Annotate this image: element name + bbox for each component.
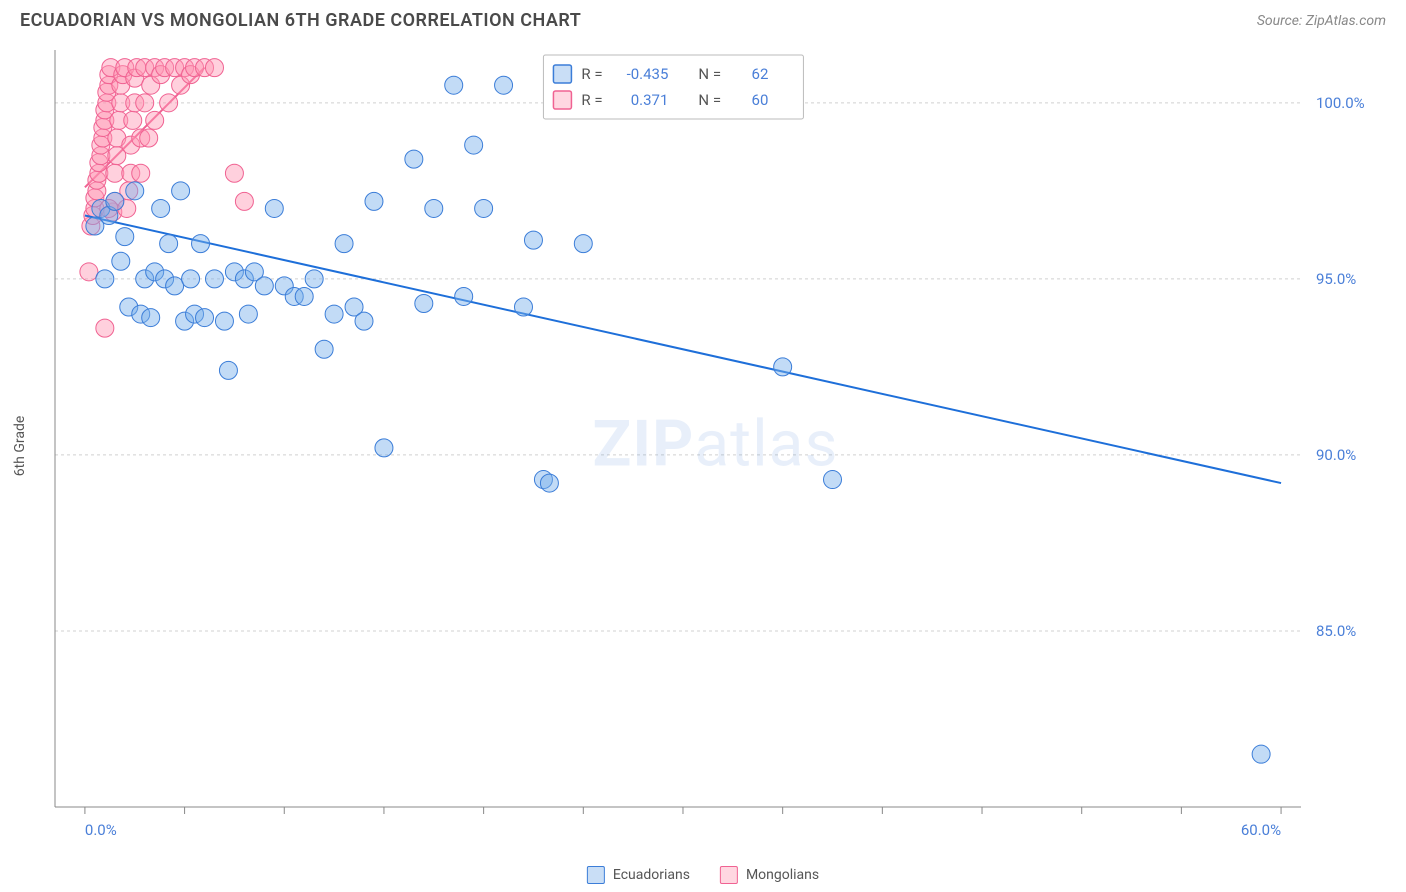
ecuadorians-point (172, 182, 190, 200)
ecuadorians-point (166, 277, 184, 295)
legend-r-value: -0.435 (627, 65, 669, 83)
scatter-chart: 85.0% 90.0% 95.0% 100.0% 0.0% 60.0% R = -0.435 N… (45, 45, 1386, 842)
ecuadorians-point (152, 199, 170, 217)
ecuadorians-point (255, 277, 273, 295)
page-title: ECUADORIAN VS MONGOLIAN 6TH GRADE CORREL… (20, 10, 581, 31)
mongolians-point (136, 94, 154, 112)
ecuadorians-point (524, 231, 542, 249)
ecuadorians-point (824, 471, 842, 489)
ecuadorians-point (192, 235, 210, 253)
mongolians-point (205, 59, 223, 77)
mongolians-point (146, 111, 164, 129)
y-tick-label: 90.0% (1316, 446, 1356, 464)
x-tick-label: 60.0% (1241, 821, 1281, 839)
ecuadorians-point (305, 270, 323, 288)
ecuadorians-point (1252, 745, 1270, 763)
legend-n-label: N = (698, 65, 721, 83)
legend-swatch (553, 65, 571, 83)
ecuadorians-point (196, 309, 214, 327)
mongolians-point (132, 164, 150, 182)
legend-label: Ecuadorians (613, 867, 690, 883)
ecuadorians-point (405, 150, 423, 168)
mongolians-point (160, 94, 178, 112)
legend-r-value: 0.371 (631, 91, 669, 109)
legend-swatch (587, 866, 605, 884)
ecuadorians-point (160, 235, 178, 253)
legend-n-value: 62 (752, 65, 769, 83)
ecuadorians-point (540, 474, 558, 492)
legend-item: Mongolians (720, 866, 819, 884)
ecuadorians-point (425, 199, 443, 217)
mongolians-point (235, 192, 253, 210)
ecuadorians-point (96, 270, 114, 288)
y-tick-label: 85.0% (1316, 622, 1356, 640)
bottom-legend: Ecuadorians Mongolians (587, 866, 819, 884)
ecuadorians-point (205, 270, 223, 288)
ecuadorians-point (112, 252, 130, 270)
ecuadorians-point (219, 361, 237, 379)
legend-r-label: R = (581, 65, 602, 83)
ecuadorians-point (445, 76, 463, 94)
ecuadorians-point (182, 270, 200, 288)
y-tick-label: 95.0% (1316, 270, 1356, 288)
ecuadorians-point (325, 305, 343, 323)
mongolians-point (96, 319, 114, 337)
ecuadorians-point (355, 312, 373, 330)
legend-r-label: R = (581, 91, 602, 109)
ecuadorians-point (774, 358, 792, 376)
mongolians-point (106, 164, 124, 182)
source-label: Source: ZipAtlas.com (1257, 13, 1386, 29)
ecuadorians-point (455, 287, 473, 305)
ecuadorians-point (335, 235, 353, 253)
ecuadorians-point (415, 295, 433, 313)
legend-swatch (720, 866, 738, 884)
mongolians-point (225, 164, 243, 182)
legend-label: Mongolians (746, 867, 819, 883)
ecuadorians-point (265, 199, 283, 217)
mongolians-point (124, 111, 142, 129)
ecuadorians-point (215, 312, 233, 330)
legend-n-value: 60 (752, 91, 769, 109)
ecuadorians-point (126, 182, 144, 200)
ecuadorians-point (375, 439, 393, 457)
y-tick-label: 100.0% (1316, 94, 1365, 112)
ecuadorians-point (116, 228, 134, 246)
ecuadorians-point (315, 340, 333, 358)
ecuadorians-point (475, 199, 493, 217)
ecuadorians-trend-line (85, 215, 1281, 483)
y-axis-label: 6th Grade (12, 416, 28, 477)
chart-container: 85.0% 90.0% 95.0% 100.0% 0.0% 60.0% R = -0.435 N… (45, 45, 1386, 842)
ecuadorians-point (365, 192, 383, 210)
mongolians-point (140, 129, 158, 147)
x-tick-label: 0.0% (85, 821, 117, 839)
ecuadorians-point (142, 309, 160, 327)
legend-item: Ecuadorians (587, 866, 690, 884)
ecuadorians-point (239, 305, 257, 323)
ecuadorians-point (465, 136, 483, 154)
ecuadorians-point (574, 235, 592, 253)
legend-swatch (553, 91, 571, 109)
ecuadorians-point (106, 192, 124, 210)
ecuadorians-point (295, 287, 313, 305)
ecuadorians-point (495, 76, 513, 94)
ecuadorians-point (514, 298, 532, 316)
legend-n-label: N = (698, 91, 721, 109)
mongolians-point (80, 263, 98, 281)
